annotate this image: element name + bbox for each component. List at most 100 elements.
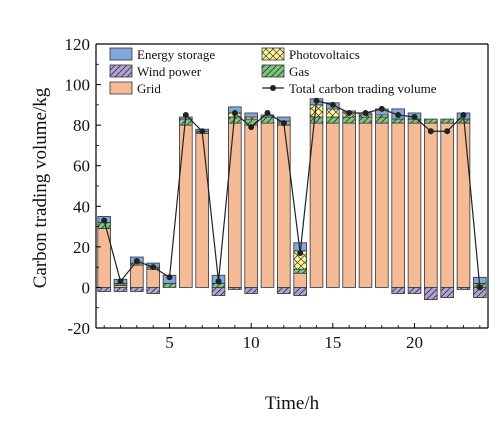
bar-energy-storage-10 [244,112,258,118]
bar-wind-power-2-pattern [114,287,127,292]
legend-label-photovoltaics: Photovoltaics [289,47,360,62]
total-point-10 [248,124,255,131]
legend-swatch-pattern-gas [262,65,284,77]
bar-grid-21 [424,122,438,288]
bar-grid-18 [375,122,389,288]
x-tick-label-5: 5 [165,333,174,352]
bar-photovoltaics-18-pattern [375,115,389,118]
total-point-24 [476,284,483,291]
bar-gas-18-pattern [375,117,389,124]
total-point-9 [231,109,238,116]
x-tick-label-20: 20 [406,333,423,352]
y-tick-label-120: 120 [65,35,91,54]
bar-grid-15 [326,122,340,288]
bar-wind-power-23-pattern [457,287,470,290]
legend-swatch-energy-storage [109,47,133,61]
y-tick-label-20: 20 [73,238,90,257]
plot-area: -20 0 20 40 60 80 100 120 5 10 15 20 Energy storage P… [65,35,489,352]
bar-wind-power-19-pattern [391,287,405,294]
bar-wind-power-10-pattern [244,287,258,294]
bar-grid-7 [195,132,209,288]
total-point-18 [378,105,385,112]
y-tick-label--20: -20 [67,319,90,338]
bar-gas-22-pattern [440,119,454,124]
bar-photovoltaics-14-pattern [310,104,323,118]
bar-grid-13 [293,272,307,288]
legend-swatch-pattern-photovoltaics [262,48,284,60]
bar-photovoltaics-15-pattern [326,108,340,118]
total-point-5 [166,274,173,281]
legend-swatch-grid [109,81,133,95]
x-tick-label-10: 10 [243,333,260,352]
total-point-14 [313,97,320,104]
legend-label-grid: Grid [137,81,161,96]
total-line [103,100,481,288]
total-point-21 [427,128,434,135]
bar-wind-power-24-pattern [473,287,487,298]
bar-grid-19 [391,122,405,288]
total-point-13 [297,249,304,256]
y-tick-label-40: 40 [73,197,90,216]
y-tick-label-100: 100 [65,76,91,95]
bar-wind-power-21-pattern [424,287,438,300]
total-point-19 [395,112,402,118]
total-point-17 [362,109,369,116]
bar-photovoltaics-17-pattern [359,115,372,118]
bar-gas-5-pattern [163,283,176,288]
y-tick-label-60: 60 [73,157,90,176]
total-point-4 [150,264,157,271]
bar-gas-8-pattern [212,283,225,288]
bar-grid-12 [277,124,291,288]
bar-gas-13-pattern [293,269,307,274]
bar-wind-power-9-pattern [228,287,242,290]
total-point-20 [411,114,418,121]
bar-photovoltaics-10-pattern [244,117,258,120]
total-point-22 [444,128,451,135]
bar-grid-17 [358,122,373,288]
bar-gas-10-pattern [244,119,258,126]
bar-grid-22 [440,122,454,288]
x-tick-label-15: 15 [324,333,341,352]
bar-grid-10 [244,124,258,288]
bar-wind-power-13-pattern [293,287,307,296]
bar-wind-power-1-pattern [97,287,111,292]
bar-gas-21-pattern [424,119,438,124]
bar-gas-19-pattern [391,119,405,124]
total-point-2 [117,278,124,285]
total-point-15 [329,101,336,108]
bar-gas-16-pattern [342,117,356,124]
y-tick-label-0: 0 [82,278,91,297]
bar-gas-2-pattern [114,283,127,286]
total-point-11 [264,109,271,116]
legend-label-energy-storage: Energy storage [137,47,215,62]
total-point-16 [346,109,353,116]
bar-gas-9-pattern [228,117,242,124]
bar-grid-11 [260,122,275,288]
bar-grid-4 [146,268,160,288]
total-point-1 [101,217,108,224]
total-point-3 [133,258,140,265]
bar-wind-power-8-pattern [212,287,225,296]
legend-swatch-pattern-wind-power [110,65,132,77]
bar-grid-20 [407,122,422,288]
total-point-23 [460,112,467,118]
bar-gas-6-pattern [179,119,193,126]
y-tick-label-80: 80 [73,116,90,135]
x-axis-label: Time/h [265,393,320,414]
bar-gas-20-pattern [408,119,421,124]
legend-label-gas: Gas [289,64,309,79]
legend-label-wind-power: Wind power [137,64,202,79]
bar-gas-14-pattern [310,117,323,124]
legend-line-marker [270,85,276,91]
bar-gas-15-pattern [326,117,340,124]
bar-photovoltaics-13-pattern [293,250,307,270]
bar-gas-1-pattern [97,222,111,229]
total-point-6 [182,112,189,118]
total-point-8 [215,278,222,285]
bar-wind-power-22-pattern [440,287,454,298]
bar-gas-11-pattern [261,117,274,124]
bar-grid-23 [456,122,471,288]
bar-gas-17-pattern [359,117,372,124]
bar-wind-power-12-pattern [277,287,291,294]
